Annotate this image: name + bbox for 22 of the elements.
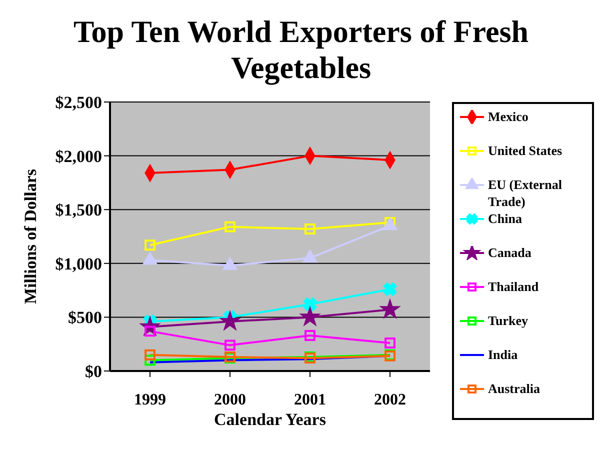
y-tick-label: $1,500 xyxy=(55,200,102,220)
y-tick-label: $0 xyxy=(85,362,102,382)
x-tick-label: 2000 xyxy=(214,391,246,408)
chart-title: Top Ten World Exporters of Fresh Vegetables xyxy=(72,13,530,87)
legend-label: India xyxy=(488,346,518,363)
legend-label: United States xyxy=(488,142,562,159)
x-tick-label: 2002 xyxy=(374,391,406,408)
y-tick-label: $500 xyxy=(68,308,102,328)
y-tick-label: $2,000 xyxy=(55,146,102,166)
legend-label: Australia xyxy=(488,380,540,397)
y-axis-title: Millions of Dollars xyxy=(21,168,40,304)
legend-label: EU (External Trade) xyxy=(488,176,564,210)
legend-label: Mexico xyxy=(488,108,528,125)
legend-label: Turkey xyxy=(488,312,528,329)
x-tick-label: 1999 xyxy=(134,391,166,408)
y-tick-label: $2,500 xyxy=(55,93,102,112)
legend-label: China xyxy=(488,210,522,227)
x-axis-title: Calendar Years xyxy=(214,410,326,429)
legend-label: Canada xyxy=(488,244,532,261)
y-tick-label: $1,000 xyxy=(55,254,102,274)
legend-label: Thailand xyxy=(488,278,539,295)
x-tick-label: 2001 xyxy=(294,391,326,408)
